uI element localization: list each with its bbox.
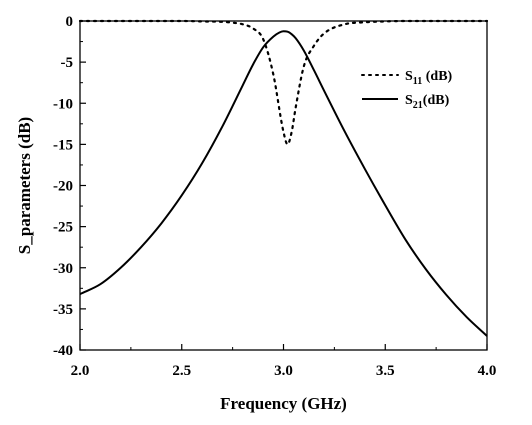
x-tick-label: 3.0	[274, 363, 293, 379]
x-tick-label: 4.0	[478, 363, 497, 379]
legend-label-11: S11 (dB)	[405, 69, 453, 87]
y-tick-label: -10	[53, 96, 73, 112]
y-tick-label: -40	[53, 343, 73, 359]
y-tick-label: -15	[53, 137, 73, 153]
series-layer	[78, 19, 489, 337]
y-tick-label: -35	[53, 302, 73, 318]
y-axis-title: S_parameters (dB)	[15, 117, 34, 254]
series-line-21	[79, 30, 488, 337]
series-line-11	[78, 19, 489, 146]
y-tick-label: -25	[53, 220, 73, 236]
y-tick-label: 0	[66, 14, 74, 30]
x-axis-title: Frequency (GHz)	[220, 394, 347, 413]
legend-label-21: S21(dB)	[405, 93, 450, 111]
y-tick-label: -30	[53, 261, 73, 277]
x-tick-label: 3.5	[376, 363, 395, 379]
x-tick-label: 2.0	[71, 363, 90, 379]
x-tick-label: 2.5	[172, 363, 191, 379]
y-tick-label: -20	[53, 179, 73, 195]
y-tick-label: -5	[61, 55, 74, 71]
legend: S11 (dB) S21(dB)	[361, 69, 453, 111]
tick-layer: 2.0 2.5 3.0 3.5 4.0 0 -5 -10 -15 -20 -25 -30 -35 -40	[53, 14, 496, 379]
